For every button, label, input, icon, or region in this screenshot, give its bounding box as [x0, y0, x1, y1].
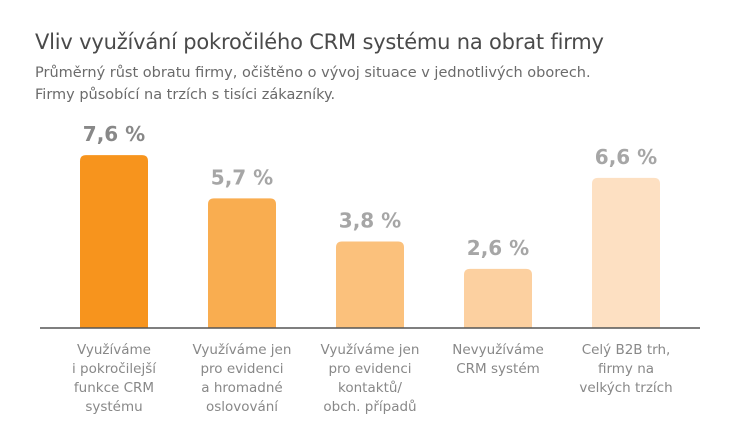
category-label-line: funkce CRM	[74, 380, 154, 396]
bar-1	[80, 155, 148, 328]
category-label-1: Využíváme i pokročilejší funkce CRM systému	[72, 342, 157, 415]
category-label-2: Využíváme jen pro evidenci a hromadné oslov…	[193, 342, 292, 415]
category-label-line: Využíváme	[77, 342, 151, 358]
bar-4	[464, 268, 532, 328]
category-label-line: obch. případů	[323, 399, 416, 415]
category-label-line: pro evidenci	[328, 361, 411, 377]
category-label-line: a hromadné	[201, 380, 283, 396]
bar-2	[208, 198, 276, 328]
value-label-1: 7,6 %	[83, 122, 145, 146]
category-label-line: velkých trzích	[579, 380, 672, 396]
category-label-line: Využíváme jen	[321, 342, 420, 358]
category-label-line: kontaktů/	[338, 380, 402, 396]
bar-5	[592, 177, 660, 328]
category-label-4: Nevyužíváme CRM systém	[452, 342, 544, 377]
chart-subtitle: Průměrný růst obratu firmy, očištěno o v…	[35, 62, 591, 106]
value-label-2: 5,7 %	[211, 165, 273, 189]
category-label-line: Celý B2B trh,	[582, 342, 671, 358]
subtitle-line-2: Firmy působící na trzích s tisíci zákazn…	[35, 87, 336, 103]
category-label-line: firmy na	[598, 361, 654, 377]
category-label-line: pro evidenci	[200, 361, 283, 377]
category-label-line: i pokročilejší	[72, 361, 157, 377]
category-label-line: CRM systém	[456, 361, 540, 377]
category-label-line: Využíváme jen	[193, 342, 292, 358]
category-label-line: Nevyužíváme	[452, 342, 544, 358]
category-label-3: Využíváme jen pro evidenci kontaktů/obch. …	[321, 342, 420, 415]
chart-title: Vliv využívání pokročilého CRM systému n…	[35, 30, 604, 54]
value-label-4: 2,6 %	[467, 236, 529, 260]
category-label-line: systému	[85, 399, 142, 415]
category-label-5: Celý B2B trh, firmy na velkých trzích	[579, 342, 672, 396]
subtitle-line-1: Průměrný růst obratu firmy, očištěno o v…	[35, 65, 591, 81]
value-label-3: 3,8 %	[339, 209, 401, 233]
bar-3	[336, 241, 404, 328]
category-label-line: oslovování	[206, 399, 279, 415]
value-label-5: 6,6 %	[595, 145, 657, 169]
